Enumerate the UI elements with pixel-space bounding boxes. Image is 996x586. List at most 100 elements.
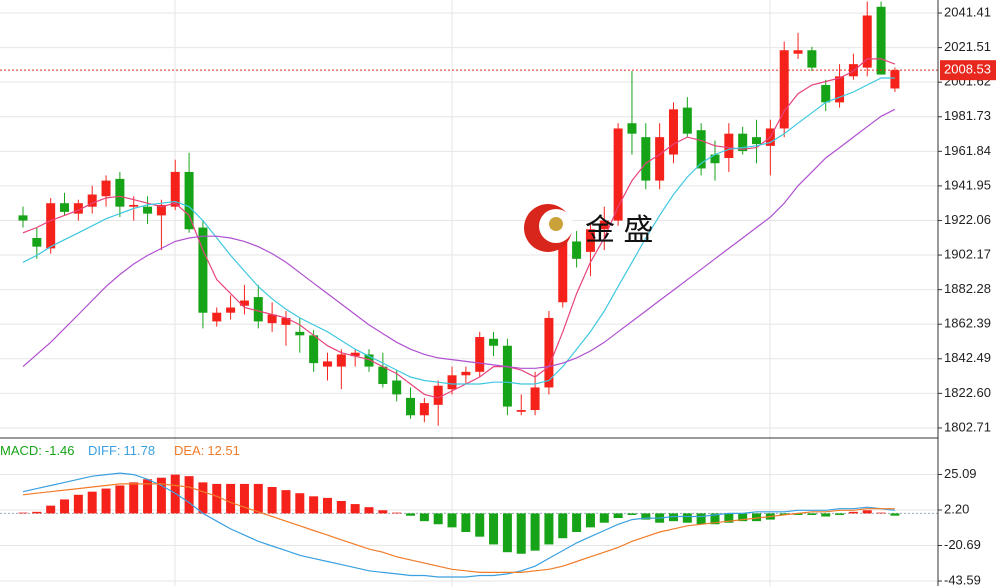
y-tick-label: 1961.84: [944, 143, 991, 158]
candle-body: [502, 345, 512, 407]
macd-bar: [101, 488, 111, 514]
candle-body: [876, 6, 886, 75]
macd-bar: [668, 513, 678, 522]
macd-bar: [129, 482, 139, 514]
indicator-line: [22, 108, 896, 369]
candle-body: [170, 171, 180, 207]
header-label: DIFF:: [88, 443, 121, 458]
macd-bar: [696, 513, 706, 525]
macd-bar: [641, 513, 651, 520]
macd-bar: [475, 513, 485, 537]
candle-body: [322, 361, 332, 367]
candle-body: [613, 128, 623, 221]
candle-body: [87, 194, 97, 207]
macd-bar: [876, 512, 886, 514]
candle-body: [281, 317, 291, 325]
indicator-header: DEA: 12.51: [174, 443, 240, 458]
macd-bar: [447, 513, 457, 528]
candle-body: [143, 206, 153, 214]
candle-body: [267, 314, 277, 324]
y-tick-label: 1902.17: [944, 246, 991, 261]
candle-body: [682, 107, 692, 134]
candle-body: [807, 50, 817, 68]
candle-body: [212, 312, 222, 322]
macd-bar: [87, 491, 97, 514]
candle-body: [447, 375, 457, 390]
y-tick-label: -20.69: [944, 537, 981, 552]
macd-bar: [793, 513, 803, 515]
candle-body: [309, 335, 319, 364]
candle-body: [433, 385, 443, 405]
macd-bar: [309, 496, 319, 514]
macd-bar: [738, 513, 748, 522]
candle-body: [156, 204, 166, 216]
candle-body: [655, 137, 665, 181]
candle-body: [696, 130, 706, 169]
candle-body: [239, 300, 249, 306]
y-tick-label: 1862.39: [944, 316, 991, 331]
macd-bar: [170, 474, 180, 514]
logo: [524, 204, 573, 252]
macd-bar: [156, 477, 166, 514]
header-value: 12.51: [207, 443, 240, 458]
candle-body: [738, 133, 748, 152]
candle-body: [226, 307, 236, 313]
macd-bar: [392, 512, 402, 514]
indicator-line: [22, 483, 895, 573]
indicator-line: [22, 77, 895, 385]
candle-body: [253, 297, 263, 322]
candle-body: [627, 123, 637, 134]
indicator-header: MACD: -1.46: [0, 443, 75, 458]
y-tick-label: 1842.49: [944, 350, 991, 365]
macd-bar: [682, 513, 692, 523]
candle-body: [724, 133, 734, 159]
macd-bar: [516, 513, 526, 554]
macd-bar: [779, 513, 789, 515]
candle-body: [101, 180, 111, 197]
macd-bar: [60, 499, 70, 514]
y-tick-label: 1822.60: [944, 385, 991, 400]
header-value: 11.78: [124, 443, 156, 458]
macd-bar: [835, 513, 845, 515]
y-tick-label: 2021.51: [944, 39, 991, 54]
candle-body: [530, 387, 540, 411]
y-tick-label: -43.59: [944, 572, 981, 586]
macd-bar: [143, 479, 153, 514]
candle-body: [184, 171, 194, 230]
macd-bar: [599, 513, 609, 523]
macd-bar: [18, 512, 28, 514]
candle-body: [835, 76, 845, 103]
candle-body: [862, 15, 872, 68]
macd-bar: [378, 510, 388, 514]
macd-bar: [350, 504, 360, 514]
macd-bar: [752, 513, 762, 522]
candle-body: [350, 352, 360, 357]
macd-bar: [572, 513, 582, 533]
macd-bar: [613, 513, 623, 519]
macd-bar: [406, 513, 416, 516]
indicator-line: [22, 58, 896, 399]
y-tick-label: 1802.71: [944, 419, 991, 434]
candle-body: [60, 203, 70, 212]
macd-bar: [115, 485, 125, 514]
macd-bar: [364, 507, 374, 514]
macd-bar: [322, 497, 332, 514]
macd-bar: [502, 513, 512, 553]
candle-body: [364, 354, 374, 367]
y-tick-label: 25.09: [944, 466, 977, 481]
macd-bar: [336, 500, 346, 514]
candle-body: [599, 220, 609, 230]
candle-body: [115, 178, 125, 207]
candle-body: [544, 317, 554, 388]
candle-body: [752, 137, 762, 145]
y-tick-label: 2041.41: [944, 4, 991, 19]
macd-bar: [184, 476, 194, 514]
macd-bar: [862, 510, 872, 514]
y-tick-label: 1981.73: [944, 108, 991, 123]
macd-bar: [558, 513, 568, 539]
macd-bar: [267, 487, 277, 514]
macd-bar: [46, 505, 56, 514]
indicator-line: [22, 472, 895, 578]
y-tick-label: 1922.06: [944, 212, 991, 227]
